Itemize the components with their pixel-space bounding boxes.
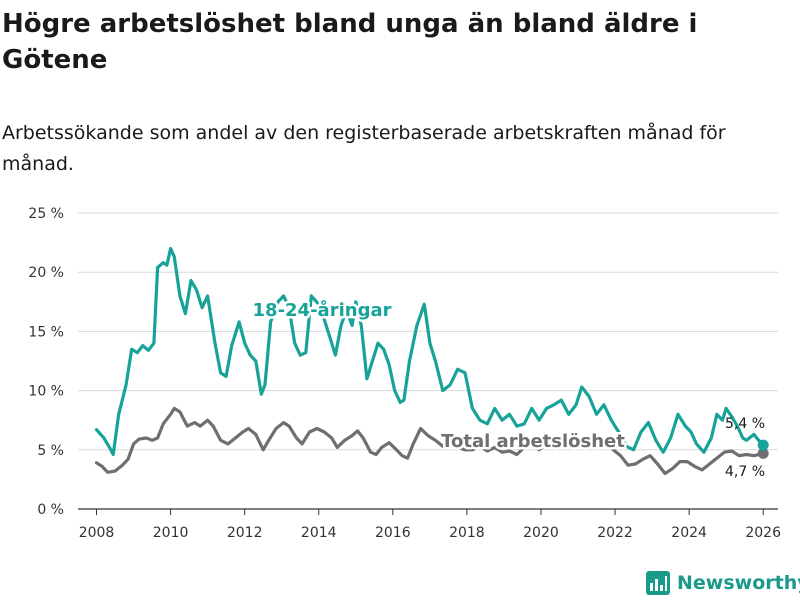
y-tick-label: 10 % [28,384,64,400]
x-tick-label: 2020 [523,525,559,541]
series-label-youth-halo: 18-24-åringar [253,299,392,321]
chart-title: Högre arbetslöshet bland unga än bland ä… [2,9,698,75]
series-line-1 [94,406,765,476]
series-end-point-1 [757,447,769,459]
x-tick-label: 2024 [671,525,707,541]
x-tick-label: 2010 [153,525,189,541]
gridlines [78,212,778,510]
x-tick-label: 2016 [375,525,411,541]
x-tick-label: 2008 [79,525,115,541]
y-tick-label: 25 % [28,206,64,222]
series-end-point-0 [757,439,769,451]
y-tick-label: 5 % [37,443,64,459]
y-tick-label: 20 % [28,265,64,281]
series-label-youth: 18-24-åringar [253,299,392,321]
x-tick-label: 2022 [597,525,633,541]
bar-chart-icon [646,571,670,595]
x-tick-label: 2014 [301,525,337,541]
x-tick-label: 2018 [449,525,485,541]
series-label-total-halo: Total arbetslöshet [441,431,625,452]
y-tick-label: 0 % [37,502,64,518]
series-line-0 [94,246,765,457]
y-axis-ticks: 0 % 5 % 10 % 15 % 20 % 25 % [28,206,64,518]
y-tick-label: 15 % [28,324,64,340]
brand-logo: Newsworthy [645,568,800,598]
chart-subtitle: Arbetssökande som andel av den registerb… [2,122,726,175]
brand-name: Newsworthy [677,572,800,594]
series-lines [94,246,769,476]
x-axis-ticks: 2008 2010 2012 2014 2016 2018 2020 2022 2024 2026 [79,509,781,541]
end-value-total: 4,7 % [725,464,765,480]
x-tick-label: 2026 [745,525,781,541]
x-tick-label: 2012 [227,525,263,541]
end-value-youth: 5,4 % [725,416,765,432]
series-label-total: Total arbetslöshet [441,431,625,452]
